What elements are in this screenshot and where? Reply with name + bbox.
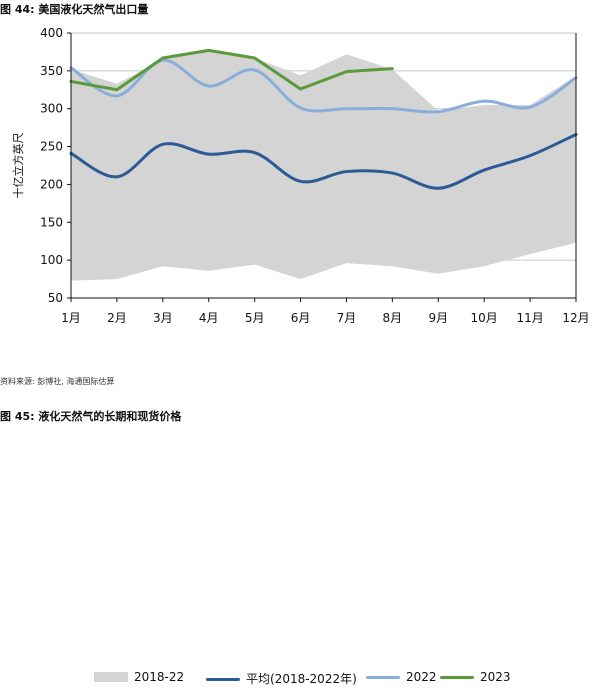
legend-item-range: 2018-22 [94, 670, 184, 684]
x-tick-label-2: 2月 [107, 311, 127, 325]
x-tick-label-6: 6月 [291, 311, 311, 325]
x-tick-label-12: 12月 [562, 311, 589, 325]
x-tick-label-3: 3月 [153, 311, 173, 325]
series-lines [69, 48, 578, 190]
x-tick-labels: 1月 2月 3月 4月 5月 6月 7月 8月 9月 10月 11月 12月 [61, 311, 589, 325]
legend-item-2023: 2023 [440, 670, 511, 684]
legend-swatch-2022 [366, 675, 400, 679]
x-tick-label-9: 9月 [428, 311, 448, 325]
range-band-2018-22 [71, 50, 576, 281]
x-tick-label-1: 1月 [61, 311, 81, 325]
y-tick-label-350: 350 [40, 64, 63, 78]
legend-swatch-range [94, 672, 128, 682]
legend-swatch-average [206, 678, 240, 681]
y-tick-labels: 50 100 150 200 250 300 350 400 [40, 26, 63, 305]
source-note: 资料来源: 彭博社, 海通国际估算 [0, 377, 115, 386]
y-tick-label-50: 50 [48, 291, 63, 305]
y-tick-label-250: 250 [40, 140, 63, 154]
legend-swatch-2023 [440, 675, 474, 679]
x-tick-label-7: 7月 [337, 311, 357, 325]
legend: 2018-22 平均(2018-2022年) 2022 2023 [0, 334, 592, 686]
y-tick-label-300: 300 [40, 102, 63, 116]
axes [67, 32, 577, 302]
legend-label-2022: 2022 [406, 670, 437, 684]
legend-item-average: 平均(2018-2022年) [206, 670, 376, 688]
x-tick-label-11: 11月 [516, 311, 543, 325]
x-tick-label-8: 8月 [383, 311, 403, 325]
range-band-group [71, 50, 576, 281]
y-axis-label: 十亿立方英尺 [11, 133, 25, 199]
figure-title: 图 44: 美国液化天然气出口量 [0, 3, 149, 16]
next-figure-title: 图 45: 液化天然气的长期和现货价格 [0, 410, 182, 423]
legend-label-2023: 2023 [480, 670, 511, 684]
legend-item-2022: 2022 [366, 670, 437, 684]
x-tick-label-5: 5月 [245, 311, 265, 325]
x-tick-label-4: 4月 [199, 311, 219, 325]
series-line-average [69, 132, 578, 190]
series-line-2023 [69, 48, 394, 92]
y-tick-label-150: 150 [40, 215, 63, 229]
y-tick-label-100: 100 [40, 253, 63, 267]
x-tick-label-10: 10月 [471, 311, 498, 325]
y-tick-label-200: 200 [40, 177, 63, 191]
legend-label-average: 平均(2018-2022年) [246, 672, 357, 686]
chart: 50 100 150 200 250 300 350 400 1月 2月 3月 4月 5月 6月 7月 8月… [11, 26, 590, 325]
legend-label-range: 2018-22 [134, 670, 185, 684]
y-tick-label-400: 400 [40, 26, 63, 40]
